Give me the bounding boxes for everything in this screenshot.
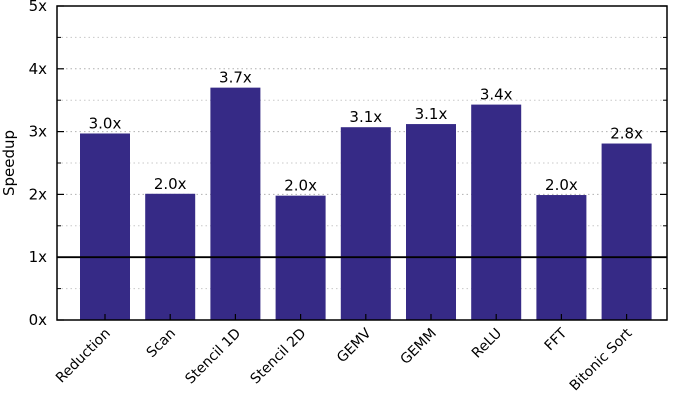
x-tick-label: Scan: [144, 326, 179, 361]
bar-gemv: [340, 127, 391, 320]
data-label: 3.4x: [480, 86, 513, 104]
bar-bitonic-sort: [601, 143, 652, 320]
data-label: 2.0x: [284, 177, 317, 195]
bar-gemm: [406, 124, 456, 321]
x-tick-label: GEMV: [334, 325, 375, 366]
bar-relu: [471, 104, 522, 320]
data-label: 3.0x: [89, 114, 122, 132]
data-label: 2.0x: [154, 175, 187, 193]
x-tick-label: GEMM: [398, 326, 440, 368]
y-axis-label: Speedup: [0, 130, 18, 196]
data-label: 2.0x: [545, 176, 578, 194]
x-tick-label: ReLU: [469, 326, 505, 362]
x-tick-label: FFT: [542, 325, 571, 354]
data-label: 3.7x: [219, 69, 252, 87]
x-tick-label: Bitonic Sort: [567, 325, 636, 394]
x-tick-label: Stencil 1D: [182, 326, 244, 388]
data-label: 2.8x: [610, 125, 643, 143]
bar-stencil-1d: [210, 87, 261, 320]
y-tick-label: 4x: [29, 60, 48, 78]
y-tick-label: 2x: [29, 185, 48, 203]
y-tick-label: 0x: [29, 311, 48, 329]
data-label: 3.1x: [415, 105, 448, 123]
y-tick-label: 5x: [29, 0, 48, 15]
data-label: 3.1x: [349, 108, 382, 126]
data-labels: 3.0x 2.0x 3.7x 2.0x 3.1x 3.1x 3.4x 2.0x 2.8x: [89, 69, 643, 195]
bar-reduction: [80, 133, 130, 320]
y-tick-label: 3x: [29, 123, 48, 141]
bars: [80, 87, 652, 321]
x-tick-label: Stencil 2D: [248, 326, 310, 388]
y-tick-label: 1x: [29, 248, 48, 266]
x-tick-label: Reduction: [53, 326, 114, 387]
